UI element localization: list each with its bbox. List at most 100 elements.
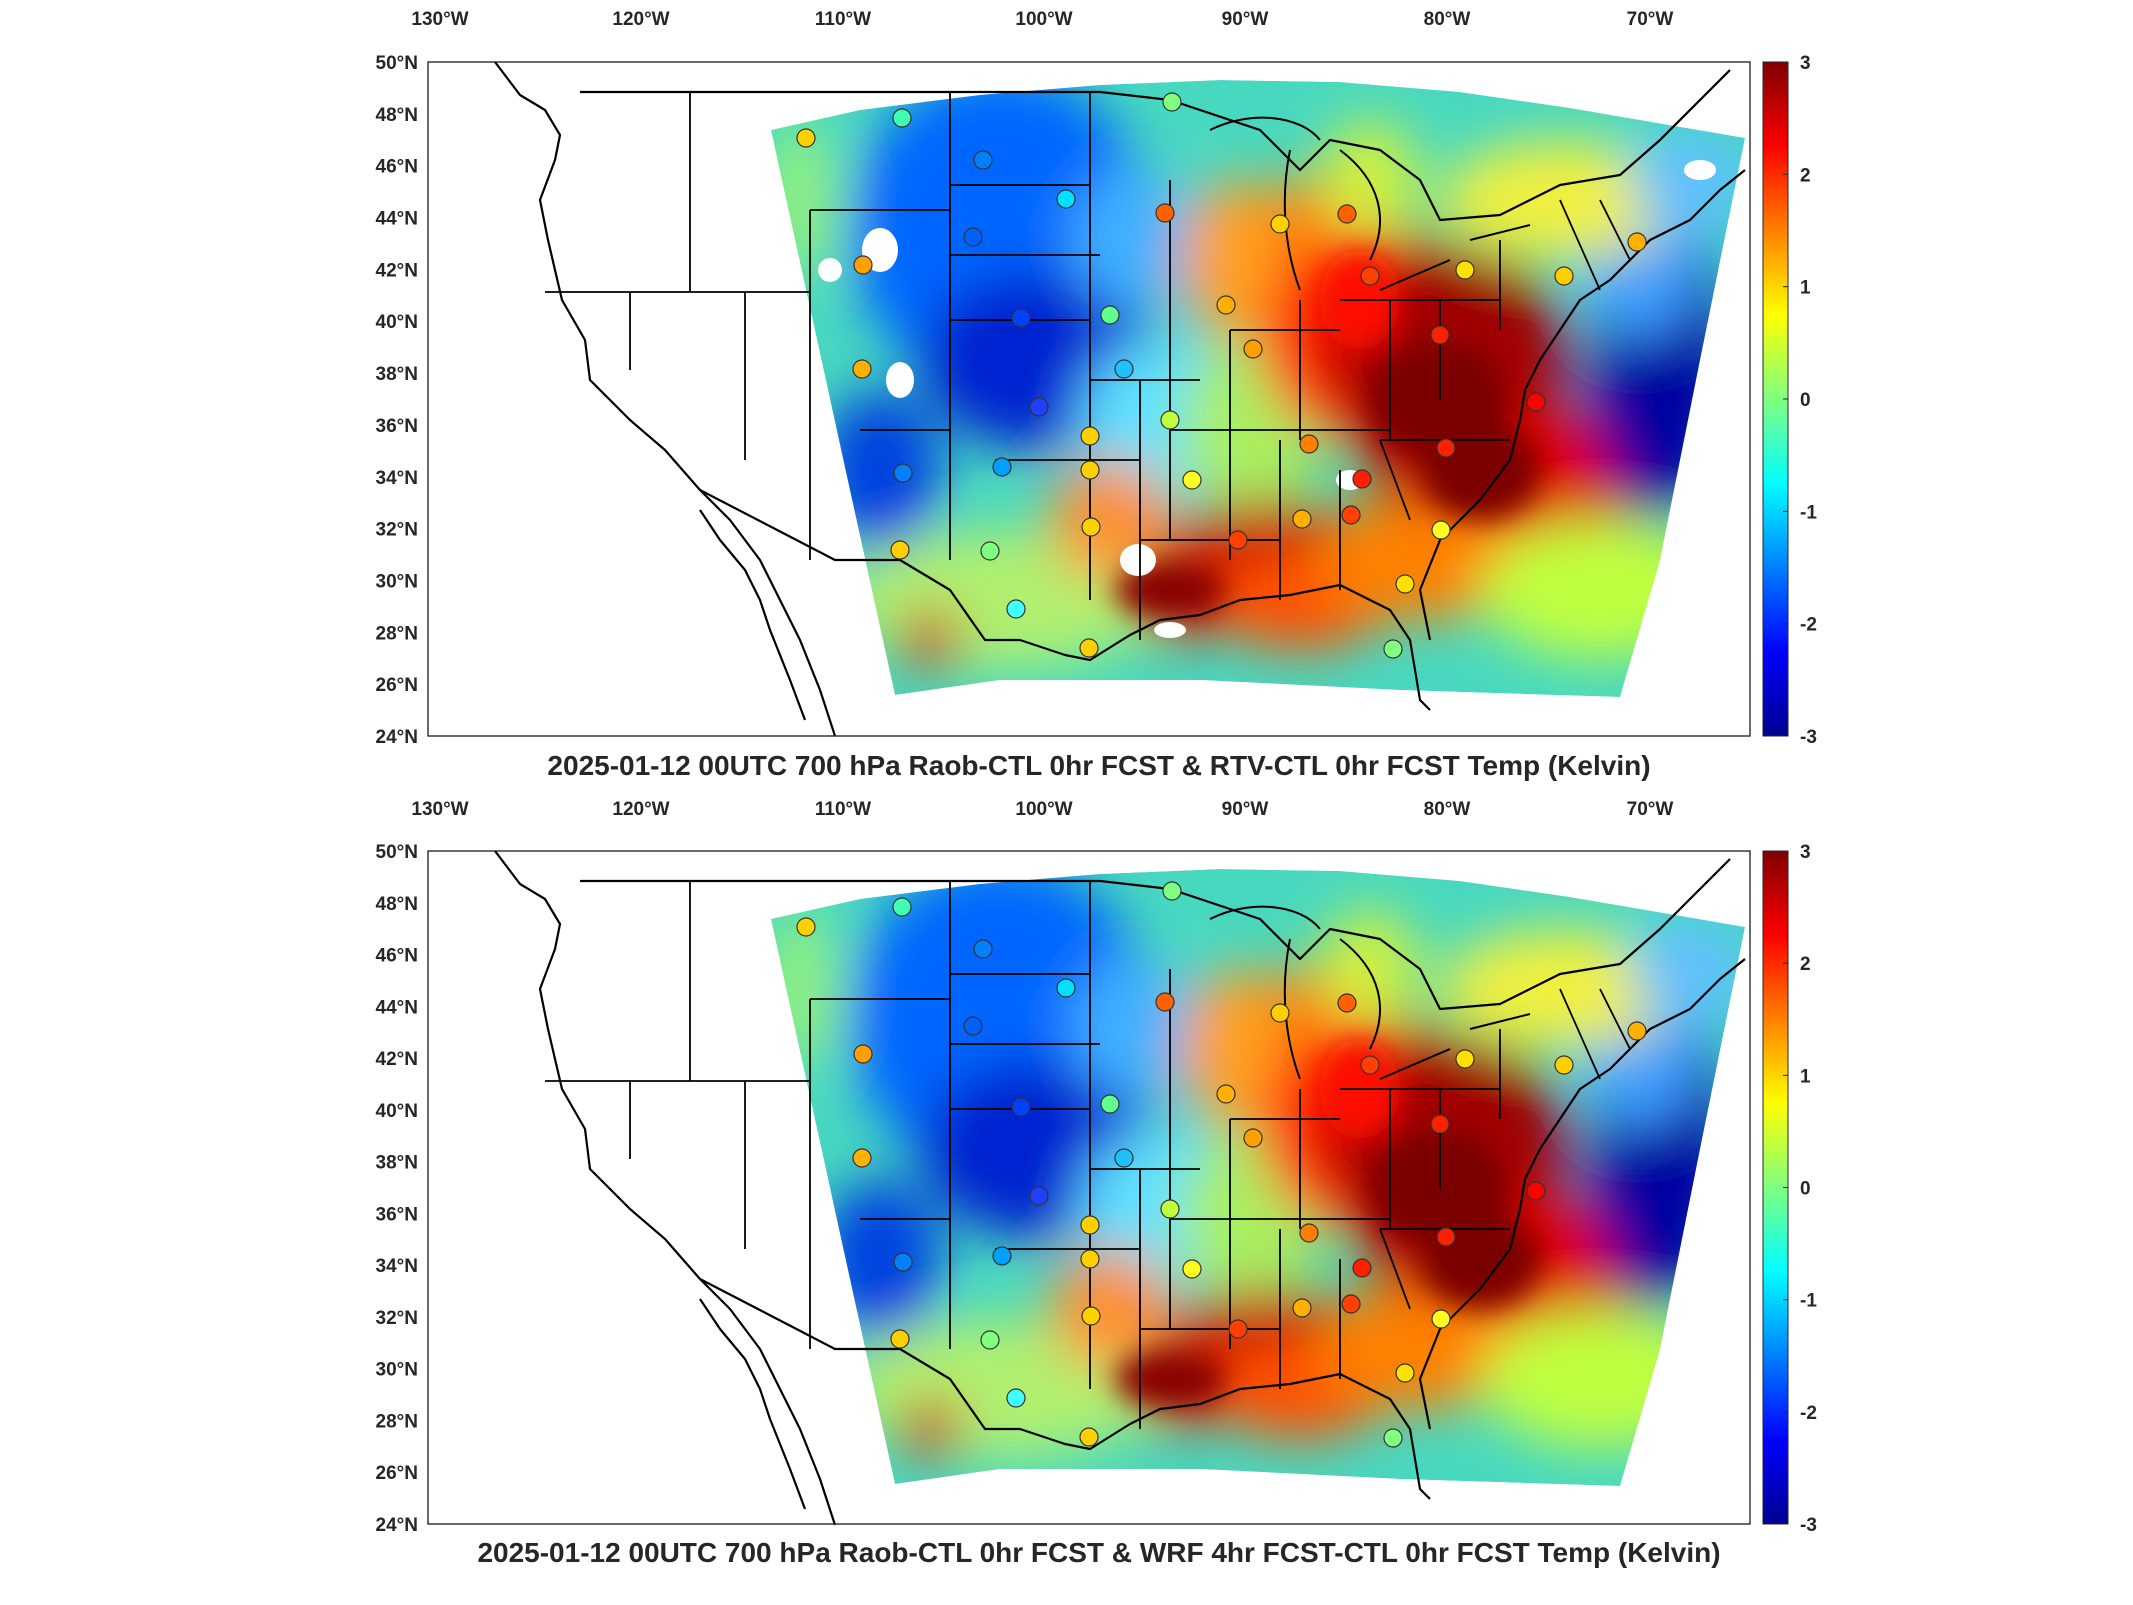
latitude-tick-label: 50°N [376,53,418,74]
map-boundaries [494,61,1746,737]
raob-station-marker [1243,1128,1263,1148]
raob-station-marker [796,128,816,148]
colorbar-tick-label: 1 [1800,278,1811,299]
raob-station-marker [1011,308,1031,328]
raob-station-marker [1436,438,1456,458]
great-lakes [1209,116,1531,291]
longitude-tick-label: 120°W [612,799,669,820]
latitude-tick-label: 44°N [376,209,418,230]
raob-station-marker [1100,1094,1120,1114]
longitude-tick-label: 70°W [1627,9,1674,30]
colorbar-tick-label: -3 [1800,1515,1817,1536]
field-region [1070,170,1190,310]
missing-data-patch [886,362,914,398]
state-boundary [1599,988,1631,1050]
raob-station-marker [1079,1427,1099,1447]
field-region [1420,420,1540,520]
colorbar-tick-label: 3 [1800,842,1811,863]
longitude-tick-label: 120°W [612,9,669,30]
longitude-tick-label: 80°W [1424,799,1471,820]
raob-station-marker [1292,509,1312,529]
raob-station-marker [1080,460,1100,480]
raob-station-marker [893,1252,913,1272]
longitude-tick-label: 110°W [815,9,871,30]
raob-station-marker [1430,325,1450,345]
colorbar: 3 2 1 0 -1 -2 -3 [1762,53,1817,748]
raob-station-marker [1431,520,1451,540]
raob-station-marker [1228,530,1248,550]
raob-station-marker [1079,638,1099,658]
raob-station-marker [1081,517,1101,537]
lake-huron [1339,149,1381,261]
raob-station-marker [890,1329,910,1349]
latitude-tick-label: 28°N [376,1411,418,1432]
raob-station-marker [1337,204,1357,224]
latitude-tick-label: 34°N [376,468,418,489]
lake-huron [1339,938,1381,1050]
missing-data-patch [1684,160,1716,180]
latitude-tick-label: 42°N [376,1049,418,1070]
raob-station-marker [1216,1084,1236,1104]
raob-station-marker [1011,1097,1031,1117]
latitude-tick-label: 28°N [376,623,418,644]
southern-border [699,489,1020,642]
map-frame [427,61,1751,737]
map-boundaries [494,850,1746,1526]
raob-station-marker [1526,1181,1546,1201]
raob-station-marker [1160,410,1180,430]
west-coastline [494,61,837,737]
lake-superior [1209,905,1321,930]
lake-ontario [1469,1013,1531,1030]
field-region [1630,130,1745,230]
raob-station-marker [1080,1249,1100,1269]
missing-data-patch [1120,544,1156,576]
colorbar-tick-label: 0 [1800,1179,1811,1200]
raob-station-marker [1352,1258,1372,1278]
latitude-tick-label: 48°N [376,105,418,126]
raob-station-marker [1299,1223,1319,1243]
raob-station-marker [980,1330,1000,1350]
colorbar: 3 2 1 0 -1 -2 -3 [1762,842,1817,1536]
raob-station-marker [1228,1319,1248,1339]
northern-border [580,69,1731,222]
raob-station-marker [853,1044,873,1064]
colorbar-tick-label: -2 [1800,615,1817,636]
raob-station-marker [1627,1021,1647,1041]
raob-station-marker [1056,189,1076,209]
latitude-tick-label: 24°N [376,1515,418,1536]
colorbar-tick-label: 1 [1800,1066,1811,1087]
colorbar-tick-label: 2 [1800,954,1811,975]
raob-station-marker [1155,203,1175,223]
raob-station-marker [1160,1199,1180,1219]
gulf-coastline [1019,583,1431,711]
raob-station-marker [992,1246,1012,1266]
raob-station-marker [1081,1306,1101,1326]
raob-station-marker [1455,260,1475,280]
field-region [1320,120,1420,240]
map-panel-bottom: 130°W 120°W 110°W 100°W 90°W 80°W 70°W 50°N 48°N… [376,799,1818,1568]
latitude-tick-label: 36°N [376,1204,418,1225]
raob-station-marker [980,541,1000,561]
raob-station-marker [992,457,1012,477]
baja-coastline [699,509,807,721]
latitude-tick-label: 40°N [376,1101,418,1122]
longitude-tick-label: 130°W [411,799,468,820]
longitude-tick-label: 100°W [1015,9,1072,30]
raob-station-marker [1029,397,1049,417]
field-region [1320,909,1420,1029]
southern-border [699,1278,1020,1431]
raob-station-marker [1526,392,1546,412]
field-region [1630,919,1745,1019]
latitude-tick-label: 38°N [376,364,418,385]
temperature-difference-field [771,869,1745,1486]
lake-erie [1379,1048,1451,1080]
field-region [1070,959,1190,1099]
longitude-tick-labels: 130°W 120°W 110°W 100°W 90°W 80°W 70°W [411,799,1673,820]
raob-station-marker [1627,232,1647,252]
state-boundary [1379,439,1411,521]
raob-station-marker [1029,1186,1049,1206]
lake-erie [1379,259,1451,291]
colorbar-tick-label: -1 [1800,502,1817,523]
